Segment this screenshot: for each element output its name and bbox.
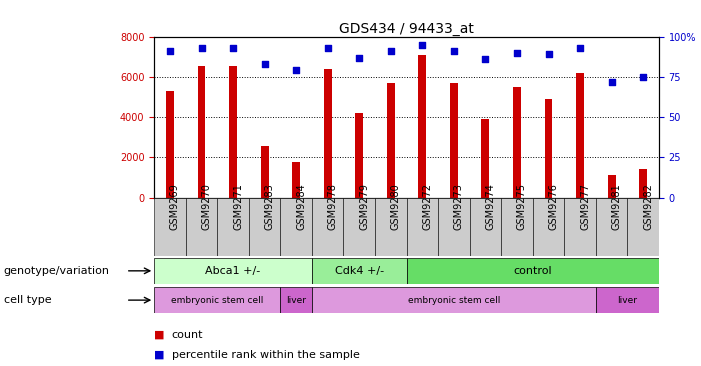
- Bar: [438, 198, 470, 256]
- Bar: [375, 198, 407, 256]
- Title: GDS434 / 94433_at: GDS434 / 94433_at: [339, 22, 474, 36]
- Bar: [229, 66, 237, 198]
- Point: [322, 45, 334, 51]
- Point: [227, 45, 238, 51]
- Text: ■: ■: [154, 330, 165, 340]
- Bar: [343, 198, 375, 256]
- Bar: [627, 198, 659, 256]
- Bar: [198, 66, 205, 198]
- Bar: [280, 198, 312, 256]
- Text: GSM9283: GSM9283: [265, 183, 275, 230]
- Point: [291, 67, 302, 73]
- Text: GSM9284: GSM9284: [297, 183, 306, 230]
- Point: [543, 51, 554, 57]
- Text: embryonic stem cell: embryonic stem cell: [408, 296, 500, 305]
- Bar: [576, 73, 584, 198]
- Bar: [355, 113, 363, 198]
- Text: GSM9282: GSM9282: [643, 183, 653, 230]
- Bar: [407, 258, 659, 284]
- Bar: [482, 119, 489, 198]
- Bar: [261, 146, 268, 198]
- Bar: [501, 198, 533, 256]
- Point: [637, 74, 648, 80]
- Text: GSM9281: GSM9281: [611, 183, 622, 230]
- Text: GSM9280: GSM9280: [391, 183, 401, 230]
- Text: GSM9273: GSM9273: [454, 183, 464, 230]
- Bar: [596, 198, 627, 256]
- Text: genotype/variation: genotype/variation: [4, 266, 109, 276]
- Bar: [217, 198, 249, 256]
- Text: control: control: [513, 266, 552, 276]
- Bar: [312, 198, 343, 256]
- Text: embryonic stem cell: embryonic stem cell: [171, 296, 264, 305]
- Text: GSM9271: GSM9271: [233, 183, 243, 230]
- Bar: [154, 287, 280, 313]
- Text: cell type: cell type: [4, 295, 51, 305]
- Bar: [450, 83, 458, 198]
- Text: GSM9270: GSM9270: [202, 183, 212, 230]
- Text: GSM9276: GSM9276: [549, 183, 559, 230]
- Bar: [387, 83, 395, 198]
- Text: count: count: [172, 330, 203, 340]
- Point: [606, 79, 617, 85]
- Bar: [533, 198, 564, 256]
- Bar: [324, 69, 332, 198]
- Point: [196, 45, 207, 51]
- Point: [449, 48, 460, 54]
- Text: ■: ■: [154, 350, 165, 360]
- Bar: [513, 87, 521, 198]
- Point: [416, 42, 428, 48]
- Bar: [186, 198, 217, 256]
- Text: percentile rank within the sample: percentile rank within the sample: [172, 350, 360, 360]
- Text: Cdk4 +/-: Cdk4 +/-: [334, 266, 384, 276]
- Point: [259, 61, 271, 67]
- Text: GSM9279: GSM9279: [359, 183, 369, 230]
- Bar: [280, 287, 312, 313]
- Point: [386, 48, 397, 54]
- Bar: [154, 258, 312, 284]
- Text: GSM9278: GSM9278: [327, 183, 338, 230]
- Bar: [639, 169, 647, 198]
- Text: GSM9277: GSM9277: [580, 183, 590, 230]
- Text: GSM9274: GSM9274: [485, 183, 496, 230]
- Text: Abca1 +/-: Abca1 +/-: [205, 266, 261, 276]
- Text: GSM9275: GSM9275: [517, 183, 527, 230]
- Bar: [596, 287, 659, 313]
- Text: liver: liver: [618, 296, 637, 305]
- Bar: [292, 163, 300, 198]
- Bar: [407, 198, 438, 256]
- Bar: [470, 198, 501, 256]
- Bar: [166, 91, 174, 198]
- Bar: [418, 55, 426, 198]
- Point: [353, 55, 365, 60]
- Bar: [545, 99, 552, 198]
- Bar: [312, 258, 407, 284]
- Text: GSM9269: GSM9269: [170, 183, 180, 230]
- Bar: [312, 287, 596, 313]
- Point: [479, 56, 491, 62]
- Point: [574, 45, 585, 51]
- Bar: [154, 198, 186, 256]
- Text: GSM9272: GSM9272: [422, 183, 433, 230]
- Point: [164, 48, 175, 54]
- Bar: [608, 175, 615, 198]
- Text: liver: liver: [286, 296, 306, 305]
- Bar: [564, 198, 596, 256]
- Bar: [249, 198, 280, 256]
- Point: [511, 50, 522, 56]
